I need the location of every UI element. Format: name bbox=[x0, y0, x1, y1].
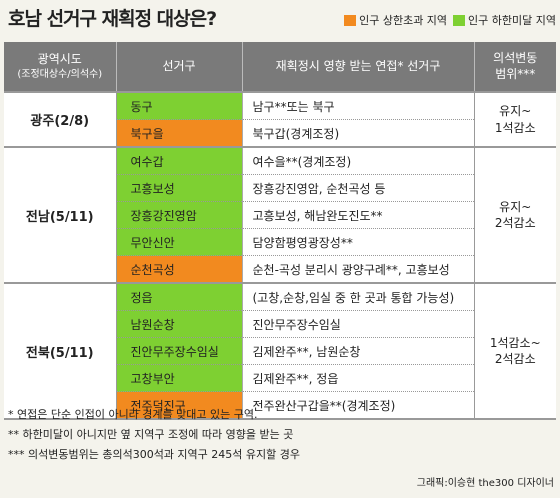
table-row: 진안무주장수임실 김제완주**, 남원순창 bbox=[4, 337, 556, 365]
header-range: 의석변동 범위*** bbox=[473, 42, 556, 92]
credit: 그래픽:이승현 the300 디자이너 bbox=[416, 478, 554, 489]
range-line: 2석감소 bbox=[494, 352, 536, 366]
table-row: 순천곡성 순천-곡성 분리시 광양구례**, 고흥보성 bbox=[4, 255, 556, 284]
district-cell: 고창부안 bbox=[116, 364, 242, 392]
legend-item-over: 인구 상한초과 지역 bbox=[344, 12, 447, 28]
effect-cell: 김제완주**, 남원순창 bbox=[241, 337, 474, 365]
district-cell: 여수갑 bbox=[116, 146, 242, 175]
effect-cell: (고창,순창,임실 중 한 곳과 통합 가능성) bbox=[241, 282, 474, 311]
footnote: *** 의석변동범위는 총의석300석과 지역구 245석 유지할 경우 bbox=[8, 448, 300, 461]
district-cell: 정읍 bbox=[116, 282, 242, 311]
district-cell: 순천곡성 bbox=[116, 255, 242, 284]
range-line: 유지~ bbox=[499, 199, 532, 214]
effect-cell: 장흥강진영암, 순천곡성 등 bbox=[241, 174, 474, 202]
range-cell: 유지~ 2석감소 bbox=[473, 146, 556, 284]
effect-cell: 김제완주**, 정읍 bbox=[241, 364, 474, 392]
range-line: 유지~ bbox=[499, 104, 532, 119]
region-cell: 전남(5/11) bbox=[4, 146, 117, 284]
effect-cell: 진안무주장수임실 bbox=[241, 310, 474, 338]
legend-label: 인구 상한초과 지역 bbox=[359, 14, 448, 27]
footnote: ** 하한미달이 아니지만 옆 지역구 조정에 따라 영향을 받는 곳 bbox=[8, 428, 294, 441]
legend-swatch-green bbox=[453, 14, 466, 26]
district-cell: 전주덕진구 bbox=[116, 391, 242, 420]
table-header-row: 광역시도 (조정대상수/의석수) 선거구 재획정시 영향 받는 연접* 선거구 … bbox=[4, 42, 556, 92]
region-cell: 광주(2/8) bbox=[4, 91, 117, 148]
table-row: 광주(2/8) 동구 남구**또는 북구 유지~ 1석감소 bbox=[4, 91, 556, 148]
range-line: 2석감소 bbox=[494, 216, 536, 230]
legend-item-under: 인구 하한미달 지역 bbox=[453, 12, 556, 28]
district-cell: 남원순창 bbox=[116, 310, 242, 338]
header-region: 광역시도 (조정대상수/의석수) bbox=[4, 42, 116, 92]
range-cell: 유지~ 1석감소 bbox=[473, 91, 556, 148]
district-cell: 장흥강진영암 bbox=[116, 201, 242, 229]
table-row: 전남(5/11) 여수갑 여수을**(경계조정) 유지~ 2석감소 bbox=[4, 146, 556, 284]
footnotes: * 연접은 단순 인접이 아니라 경계를 맞대고 있는 구역. ** 하한미달이… bbox=[8, 405, 300, 465]
effect-cell: 전주완산구갑을**(경계조정) bbox=[241, 391, 474, 420]
table-row: 장흥강진영암 고흥보성, 해남완도진도** bbox=[4, 201, 556, 229]
table-row: 무안신안 담양함평영광장성** bbox=[4, 228, 556, 256]
effect-cell: 순천-곡성 분리시 광양구례**, 고흥보성 bbox=[241, 255, 474, 284]
legend: 인구 상한초과 지역 인구 하한미달 지역 bbox=[344, 12, 556, 28]
header-region-label: 광역시도 bbox=[37, 52, 82, 67]
district-cell: 북구을 bbox=[116, 119, 242, 148]
range-line: 1석감소~ bbox=[489, 335, 541, 350]
district-cell: 진안무주장수임실 bbox=[116, 337, 242, 365]
table-row: 고창부안 김제완주**, 정읍 bbox=[4, 364, 556, 392]
table-row: 전북(5/11) 정읍 (고창,순창,임실 중 한 곳과 통합 가능성) 1석감소~ 2… bbox=[4, 282, 556, 420]
effect-cell: 남구**또는 북구 bbox=[241, 91, 474, 120]
legend-label: 인구 하한미달 지역 bbox=[468, 14, 556, 27]
header-range-line1: 의석변동 bbox=[493, 50, 538, 65]
header-effect: 재획정시 영향 받는 연접* 선거구 bbox=[241, 42, 474, 92]
legend-swatch-orange bbox=[344, 14, 357, 26]
table-row: 전주덕진구 전주완산구갑을**(경계조정) bbox=[4, 391, 556, 420]
region-cell: 전북(5/11) bbox=[4, 282, 117, 420]
table-row: 남원순창 진안무주장수임실 bbox=[4, 310, 556, 338]
district-cell: 무안신안 bbox=[116, 228, 242, 256]
districts-table: 광역시도 (조정대상수/의석수) 선거구 재획정시 영향 받는 연접* 선거구 … bbox=[4, 42, 556, 420]
page-title: 호남 선거구 재획정 대상은? bbox=[8, 8, 217, 30]
footnote: * 연접은 단순 인접이 아니라 경계를 맞대고 있는 구역. bbox=[8, 408, 258, 421]
range-cell: 1석감소~ 2석감소 bbox=[473, 282, 556, 420]
district-cell: 동구 bbox=[116, 91, 242, 120]
effect-cell: 고흥보성, 해남완도진도** bbox=[241, 201, 474, 229]
effect-cell: 여수을**(경계조정) bbox=[241, 146, 474, 175]
header-range-line2: 범위*** bbox=[495, 66, 536, 81]
range-line: 1석감소 bbox=[494, 120, 536, 135]
effect-cell: 북구갑(경계조정) bbox=[241, 119, 474, 148]
header-district: 선거구 bbox=[115, 42, 242, 92]
district-cell: 고흥보성 bbox=[116, 174, 242, 202]
header-region-sub: (조정대상수/의석수) bbox=[17, 68, 103, 80]
effect-cell: 담양함평영광장성** bbox=[241, 228, 474, 256]
table-row: 고흥보성 장흥강진영암, 순천곡성 등 bbox=[4, 174, 556, 202]
